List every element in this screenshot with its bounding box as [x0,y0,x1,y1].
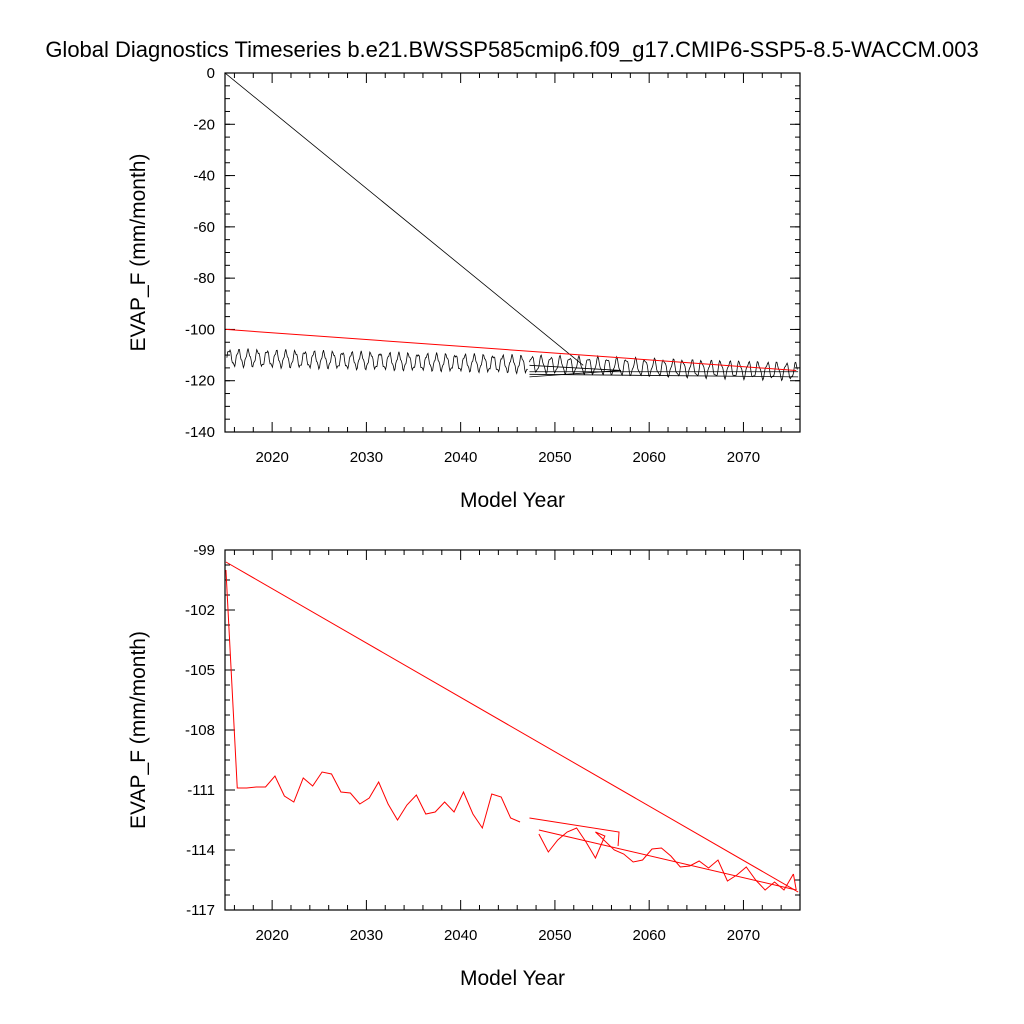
annual-a-line [225,569,521,830]
monthly-series-line [226,348,528,375]
x-tick-label: 2050 [538,927,571,944]
annual-line [225,328,797,371]
x-axis-label: Model Year [460,967,565,990]
y-tick-label: -102 [185,602,215,619]
y-tick-label: -111 [187,782,215,799]
annual-b-line [529,817,620,847]
x-tick-label: 2020 [255,449,288,466]
top-panel: 2020 2030 2040 2050 2060 2070 0 -20 -40 -60 -80 -10… [127,65,801,512]
x-tick-label: 2070 [727,449,760,466]
figure-title: Global Diagnostics Timeseries b.e21.BWSS… [45,37,978,62]
x-tick-label: 2040 [444,927,477,944]
x-axis-label: Model Year [460,489,565,512]
plot-frame [224,72,801,433]
y-axis-label: EVAP_F (mm/month) [127,631,150,829]
y-tick-label: -80 [193,270,215,287]
x-tick-label: 2030 [350,449,383,466]
x-tick-label: 2030 [350,927,383,944]
y-tick-label: -40 [193,168,215,185]
annual-d-line [792,873,797,891]
y-tick-label: -100 [185,321,215,338]
monthly-series-line [529,364,621,371]
x-tick-label: 2050 [538,449,571,466]
x-tick-label: 2020 [255,927,288,944]
annual-c-line [538,827,794,891]
plot-frame [224,549,801,911]
y-tick-label: -140 [185,424,215,441]
x-tick-label: 2060 [632,927,665,944]
x-tick-label: 2040 [444,449,477,466]
y-tick-label: -114 [186,842,215,859]
y-tick-label: -105 [185,662,215,679]
y-tick-label: -120 [185,373,215,390]
y-axis-label: EVAP_F (mm/month) [127,154,150,352]
y-tick-label: -60 [193,219,215,236]
monthly-series-line [529,370,621,378]
monthly-series-line [529,373,799,378]
y-tick-label: 0 [207,65,215,82]
monthly-series-line [225,73,584,366]
annual-cross-segment-line [538,829,797,891]
x-tick-label: 2060 [632,449,665,466]
y-tick-label: -108 [185,722,215,739]
annual-trend-line-line [225,561,799,893]
x-tick-label: 2070 [727,927,760,944]
bottom-panel: 2020 2030 2040 2050 2060 2070 -99 -102 -105 -108 -… [127,542,801,990]
y-tick-label: -117 [186,902,215,919]
y-tick-label: -99 [193,542,215,559]
y-tick-label: -20 [193,116,215,133]
